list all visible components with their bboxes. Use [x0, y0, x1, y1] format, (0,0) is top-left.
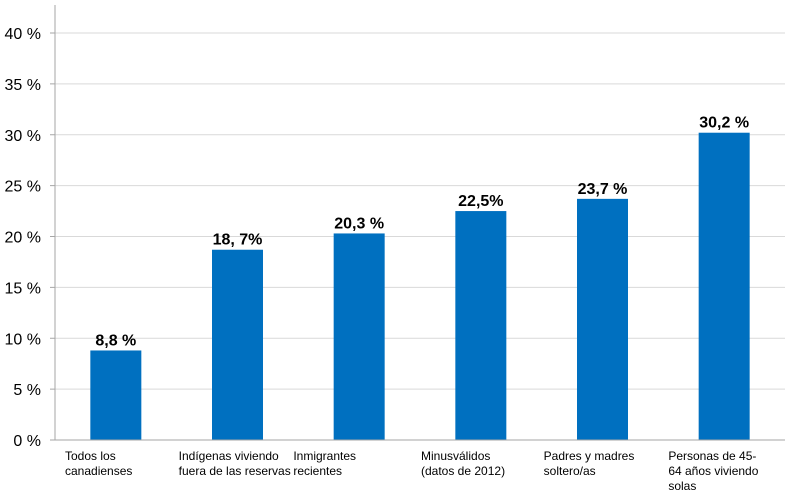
y-tick-label: 5 % — [13, 382, 41, 399]
data-labels: 8,8 % 18, 7% 20,3 % 22,5% 23,7 % 30,2 % — [95, 115, 749, 350]
data-label: 23,7 % — [578, 181, 628, 198]
bar — [577, 198, 628, 440]
category-label: Inmigrantes recientes — [293, 449, 356, 478]
bar — [333, 233, 385, 440]
y-tick-label: 35 % — [5, 77, 41, 94]
gridlines — [55, 32, 785, 390]
data-label: 8,8 % — [95, 332, 136, 349]
y-tick-label: 40 % — [5, 26, 41, 43]
y-axis-ticks: 0 % 5 % 10 % 15 % 20 % 25 % 30 % 35 % 40 % — [5, 26, 55, 450]
category-label: Indígenas viviendo fuera de las reservas — [179, 449, 291, 478]
bar — [698, 132, 750, 440]
category-label: Personas de 45-64 años viviendo solas — [668, 449, 758, 493]
y-tick-label: 25 % — [5, 179, 41, 196]
y-tick-label: 10 % — [5, 331, 41, 348]
y-tick-label: 30 % — [5, 128, 41, 145]
y-tick-label: 15 % — [5, 280, 41, 297]
bar — [90, 350, 142, 440]
category-label: Padres y madres soltero/as — [544, 449, 635, 478]
bar — [212, 249, 263, 440]
category-labels: Todos los canadienses Indígenas viviendo fu… — [65, 449, 759, 493]
y-tick-label: 20 % — [5, 230, 41, 247]
category-label: Todos los canadienses — [65, 449, 132, 478]
data-label: 18, 7% — [213, 232, 263, 249]
bar — [455, 211, 507, 440]
data-label: 20,3 % — [334, 215, 384, 232]
data-label: 22,5% — [458, 193, 503, 210]
data-label: 30,2 % — [699, 115, 749, 132]
category-label: Minusválidos (datos de 2012) — [421, 449, 505, 478]
y-tick-label: 0 % — [13, 433, 41, 450]
bars — [90, 132, 750, 440]
